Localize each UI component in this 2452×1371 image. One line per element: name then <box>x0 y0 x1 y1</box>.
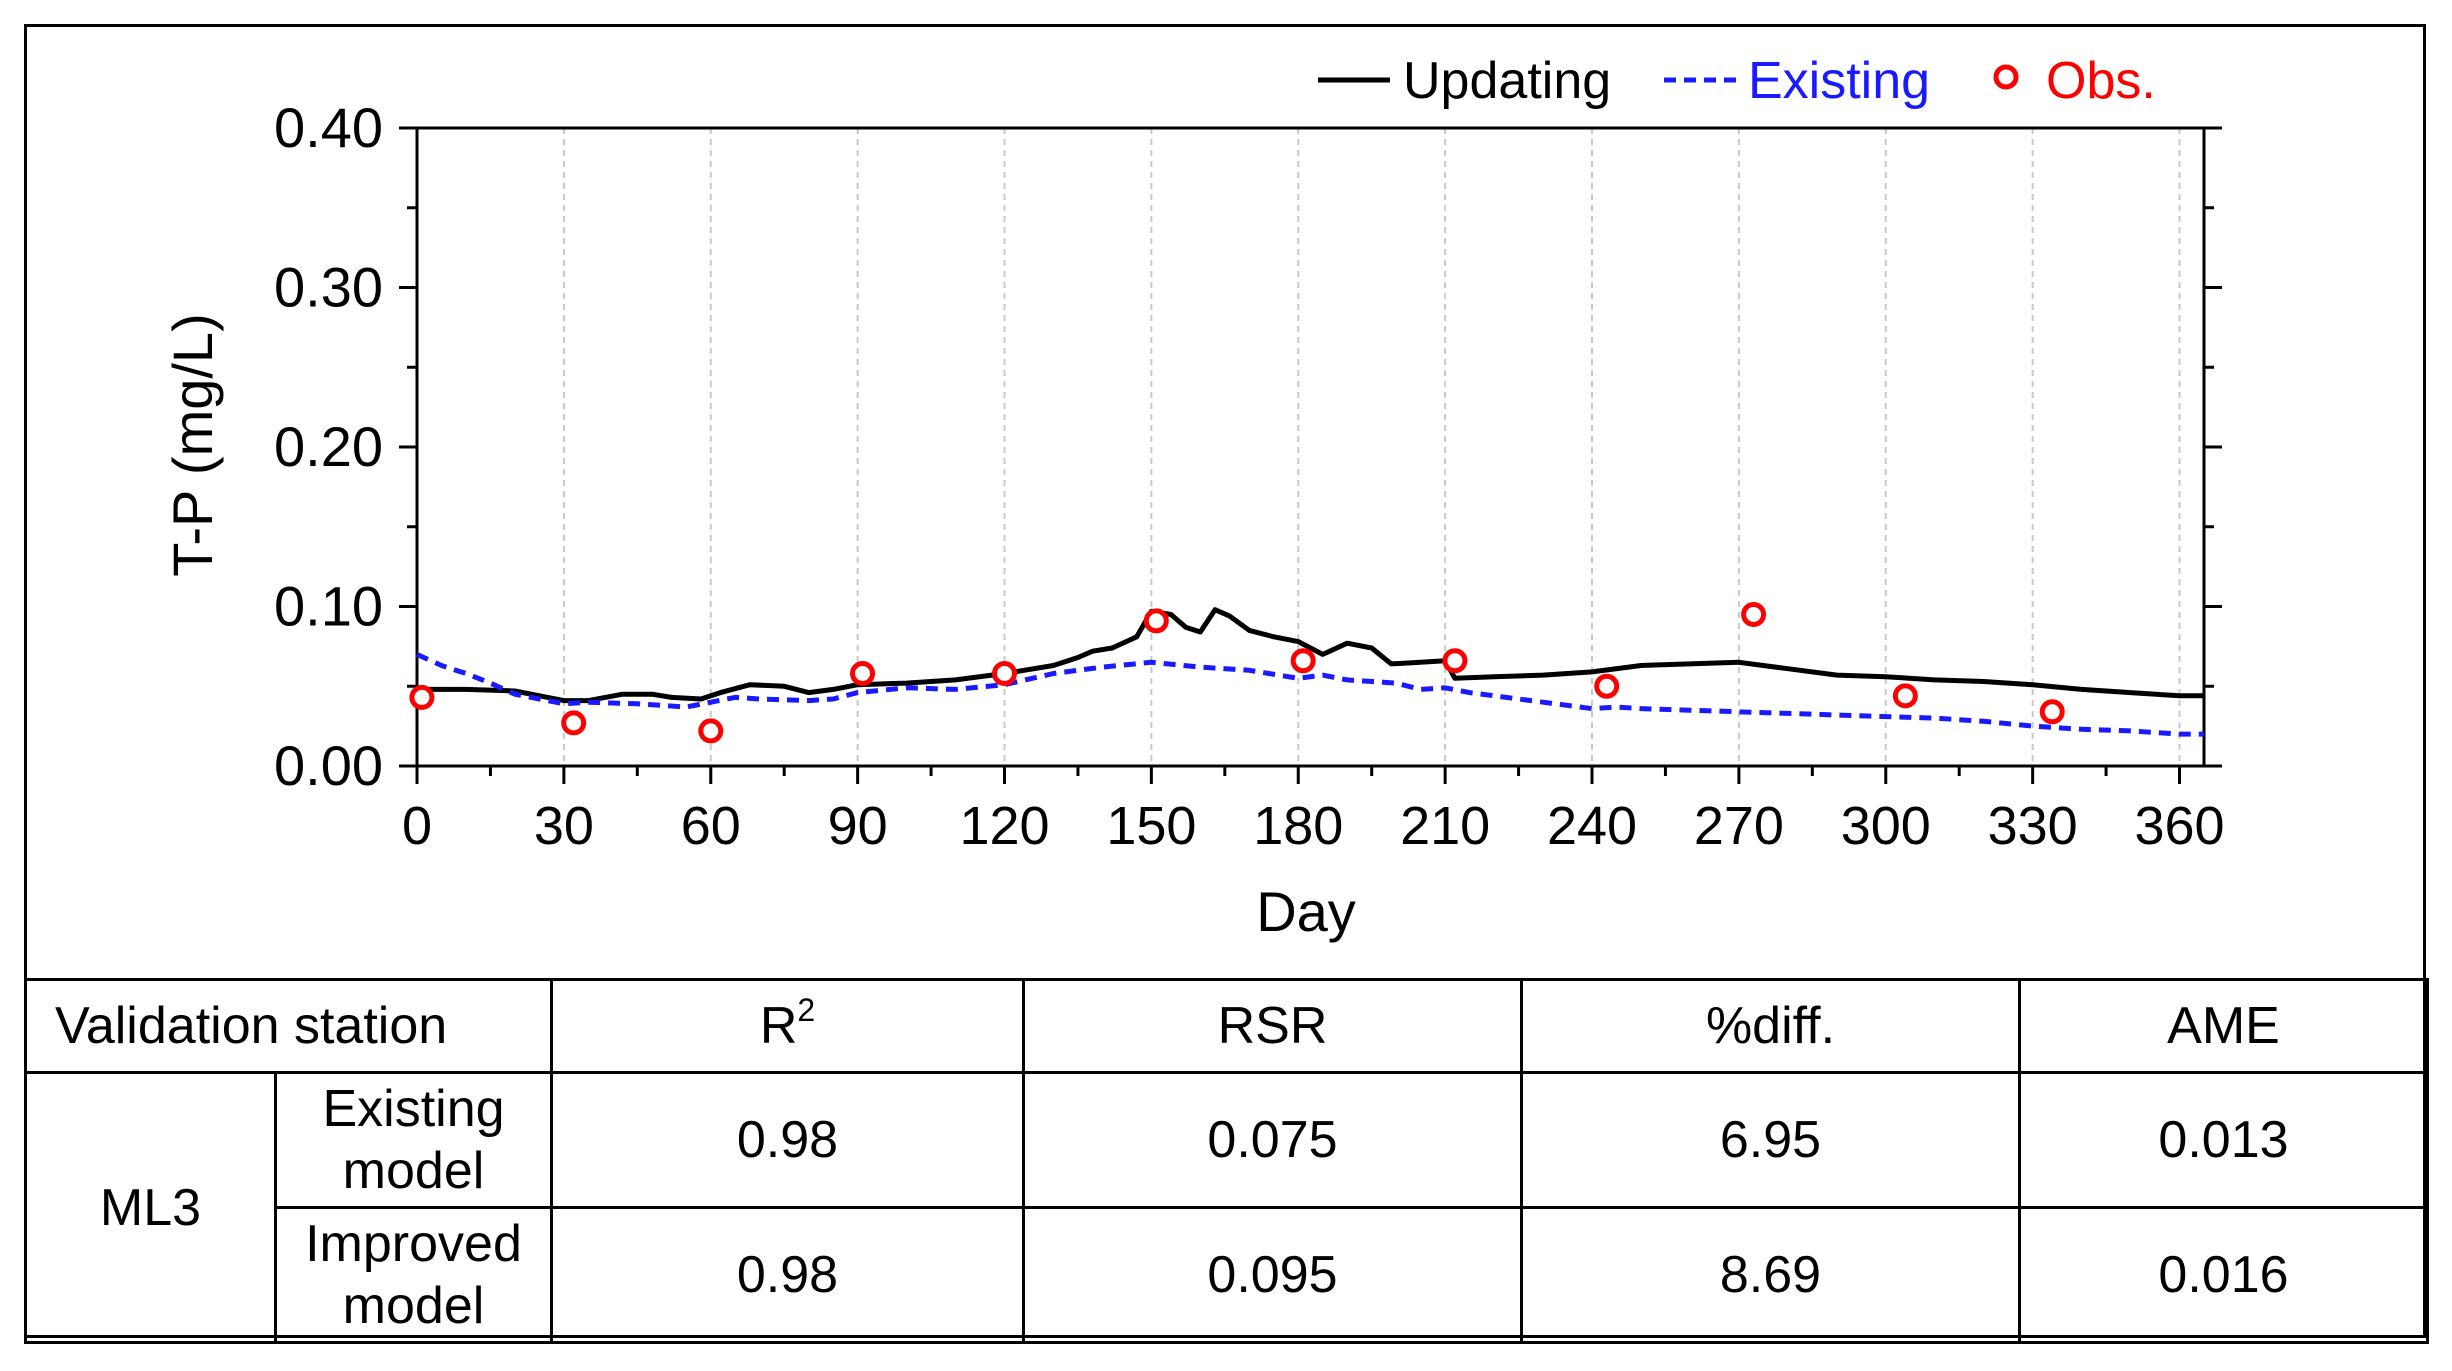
r2-cell: 0.98 <box>550 1071 1025 1209</box>
table-header-row: Validation station R2 RSR %diff. AME <box>24 978 2429 1074</box>
series-layer <box>409 601 2204 744</box>
rsr-cell: 0.095 <box>1022 1206 1523 1344</box>
x-tick-label: 180 <box>1253 796 1343 856</box>
x-tick-label: 210 <box>1400 796 1490 856</box>
obs-marker <box>1290 648 1316 674</box>
obs-marker <box>698 718 724 744</box>
obs-marker <box>1892 683 1918 709</box>
header-validation-station: Validation station <box>24 978 553 1074</box>
ame-cell: 0.016 <box>2018 1206 2429 1344</box>
ticks-layer: 0 30 60 90 120 150 180 210 240 270 300 330 360 0.00 0.… <box>274 96 2225 856</box>
header-ame: AME <box>2018 978 2429 1074</box>
obs-marker <box>850 660 876 686</box>
y-axis-label: T-P (mg/L) <box>161 313 224 576</box>
r2-cell: 0.98 <box>550 1206 1025 1344</box>
obs-marker <box>1741 601 1767 627</box>
grid-layer <box>562 128 2181 766</box>
legend-obs-marker <box>1993 64 2019 90</box>
x-tick-label: 90 <box>828 796 888 856</box>
y-tick-label: 0.30 <box>274 256 383 319</box>
legend-updating-label: Updating <box>1403 52 1611 110</box>
model-name-cell: Existing model <box>274 1071 553 1209</box>
table-row: Improved model 0.98 0.095 8.69 0.016 <box>26 1206 2429 1344</box>
series-line-updating <box>417 607 2204 704</box>
x-tick-label: 0 <box>402 796 432 856</box>
header-diff: %diff. <box>1520 978 2021 1074</box>
x-tick-label: 150 <box>1106 796 1196 856</box>
obs-marker <box>409 684 435 710</box>
x-tick-label: 60 <box>681 796 741 856</box>
obs-marker <box>992 660 1018 686</box>
x-tick-label: 360 <box>2134 796 2224 856</box>
x-tick-label: 300 <box>1841 796 1931 856</box>
diff-cell: 8.69 <box>1520 1206 2021 1344</box>
model-name-cell: Improved model <box>274 1206 553 1344</box>
obs-marker <box>1442 648 1468 674</box>
x-tick-label: 240 <box>1547 796 1637 856</box>
y-tick-label: 0.20 <box>274 415 383 478</box>
y-tick-label: 0.00 <box>274 734 383 797</box>
tp-timeseries-chart: 0 30 60 90 120 150 180 210 240 270 300 330 360 0.00 0.… <box>161 52 2225 943</box>
legend-obs-label: Obs. <box>2046 52 2156 110</box>
y-tick-label: 0.40 <box>274 96 383 159</box>
obs-marker <box>561 710 587 736</box>
series-line-existing <box>415 652 2204 737</box>
x-tick-label: 270 <box>1694 796 1784 856</box>
validation-stats-table: Validation station R2 RSR %diff. AME ML3… <box>24 978 2429 1344</box>
station-name-cell: ML3 <box>24 1071 277 1344</box>
obs-marker <box>1594 673 1620 699</box>
header-r2: R2 <box>550 978 1025 1074</box>
legend-existing-label: Existing <box>1748 52 1930 110</box>
diff-cell: 6.95 <box>1520 1071 2021 1209</box>
obs-marker <box>2039 699 2065 725</box>
x-axis-label: Day <box>1256 880 1356 943</box>
x-tick-label: 120 <box>959 796 1049 856</box>
obs-marker <box>1143 608 1169 634</box>
rsr-cell: 0.075 <box>1022 1071 1523 1209</box>
table-row: ML3 Existing model 0.98 0.075 6.95 0.013 <box>24 1071 2429 1344</box>
x-tick-label: 30 <box>534 796 594 856</box>
x-tick-label: 330 <box>1988 796 2078 856</box>
legend: Updating Existing Obs. <box>1318 52 2156 110</box>
ame-cell: 0.013 <box>2018 1071 2429 1209</box>
y-tick-label: 0.10 <box>274 575 383 638</box>
header-rsr: RSR <box>1022 978 1523 1074</box>
